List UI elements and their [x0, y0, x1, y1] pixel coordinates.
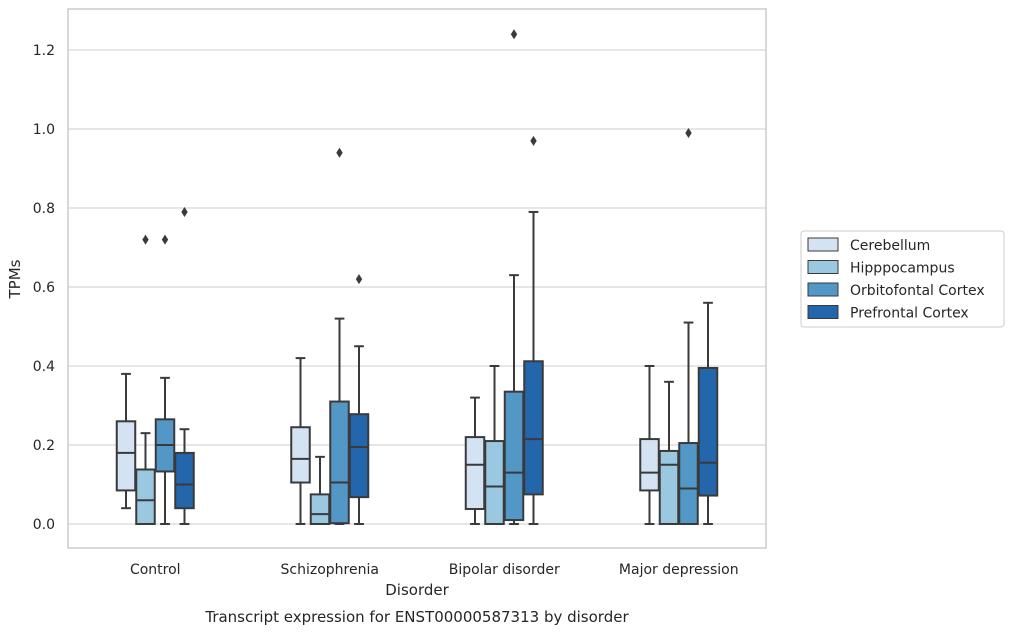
legend-item: Cerebellum [807, 237, 930, 254]
box-body [348, 413, 370, 499]
legend-item: Prefrontal Cortex [807, 305, 969, 322]
box-hipppocampus [658, 380, 680, 525]
legend-label: Orbitofontal Cortex [850, 283, 985, 299]
box-body [678, 442, 699, 525]
y-axis-label: TPMs [6, 259, 24, 299]
y-tick-label: 0.0 [33, 517, 55, 533]
plot-frame [67, 8, 767, 549]
outlier-point [161, 234, 169, 245]
box-body [309, 493, 331, 525]
box-hipppocampus [484, 365, 505, 525]
outlier-point [510, 29, 518, 40]
box-body [115, 420, 137, 492]
figure-caption: Transcript expression for ENST0000058731… [204, 608, 629, 626]
box-body [697, 366, 719, 497]
y-tick-label: 0.2 [33, 438, 55, 454]
box-body [503, 390, 525, 522]
legend-label: Prefrontal Cortex [850, 306, 969, 322]
legend-item: Hipppocampus [807, 260, 955, 277]
box-prefrontal-cortex [174, 206, 195, 525]
box-cerebellum [639, 365, 660, 525]
box-body [484, 440, 505, 525]
outlier-point [355, 274, 363, 285]
legend-item: Orbitofontal Cortex [807, 282, 985, 299]
box-body [464, 436, 486, 510]
outlier-point [142, 234, 149, 245]
legend-swatch [807, 282, 839, 297]
outlier-point [336, 147, 343, 158]
box-cerebellum [115, 372, 137, 510]
legend-label: Cerebellum [850, 238, 930, 254]
box-body [290, 426, 311, 484]
legend-swatch [807, 260, 839, 274]
box-cerebellum [290, 357, 311, 525]
y-tick-label: 1.2 [33, 43, 55, 59]
box-orbitofontal-cortex [678, 127, 699, 525]
legend-frame [800, 230, 1005, 328]
x-tick-label: Bipolar disorder [449, 562, 560, 578]
box-hipppocampus [135, 234, 156, 525]
box-cerebellum [464, 396, 486, 525]
legend: Cerebellum Hipppocampus Orbitofontal Corte… [800, 230, 1005, 328]
legend-swatch [807, 237, 839, 252]
y-tick-label: 1.0 [33, 122, 55, 138]
y-tick-label: 0.6 [33, 280, 55, 296]
legend-label: Hipppocampus [850, 261, 955, 277]
y-tick-label: 0.4 [33, 359, 55, 375]
box-body [135, 468, 156, 525]
x-tick-label: Control [130, 562, 181, 578]
legend-swatch [807, 305, 839, 319]
box-body [658, 449, 680, 525]
x-tick-label: Major depression [619, 562, 739, 578]
outlier-point [685, 127, 692, 138]
outlier-point [181, 206, 188, 217]
box-orbitofontal-cortex [329, 147, 350, 525]
box-body [329, 400, 350, 525]
outlier-point [530, 135, 537, 146]
box-hipppocampus [309, 455, 331, 525]
box-body [639, 438, 660, 492]
box-orbitofontal-cortex [503, 29, 525, 525]
x-axis-label: Disorder [385, 581, 449, 599]
x-tick-labels: Control Schizophrenia Bipolar disorder Majo… [130, 562, 739, 578]
y-tick-label: 0.8 [33, 201, 55, 217]
box-prefrontal-cortex [697, 301, 719, 525]
box-orbitofontal-cortex [154, 234, 176, 525]
box-prefrontal-cortex [348, 274, 370, 525]
y-tick-labels: 0.0 0.2 0.4 0.6 0.8 1.0 1.2 [33, 43, 55, 533]
box-body [174, 451, 195, 510]
box-prefrontal-cortex [523, 135, 544, 525]
x-tick-label: Schizophrenia [281, 562, 379, 578]
boxes-layer [115, 29, 719, 525]
box-body [523, 360, 544, 496]
